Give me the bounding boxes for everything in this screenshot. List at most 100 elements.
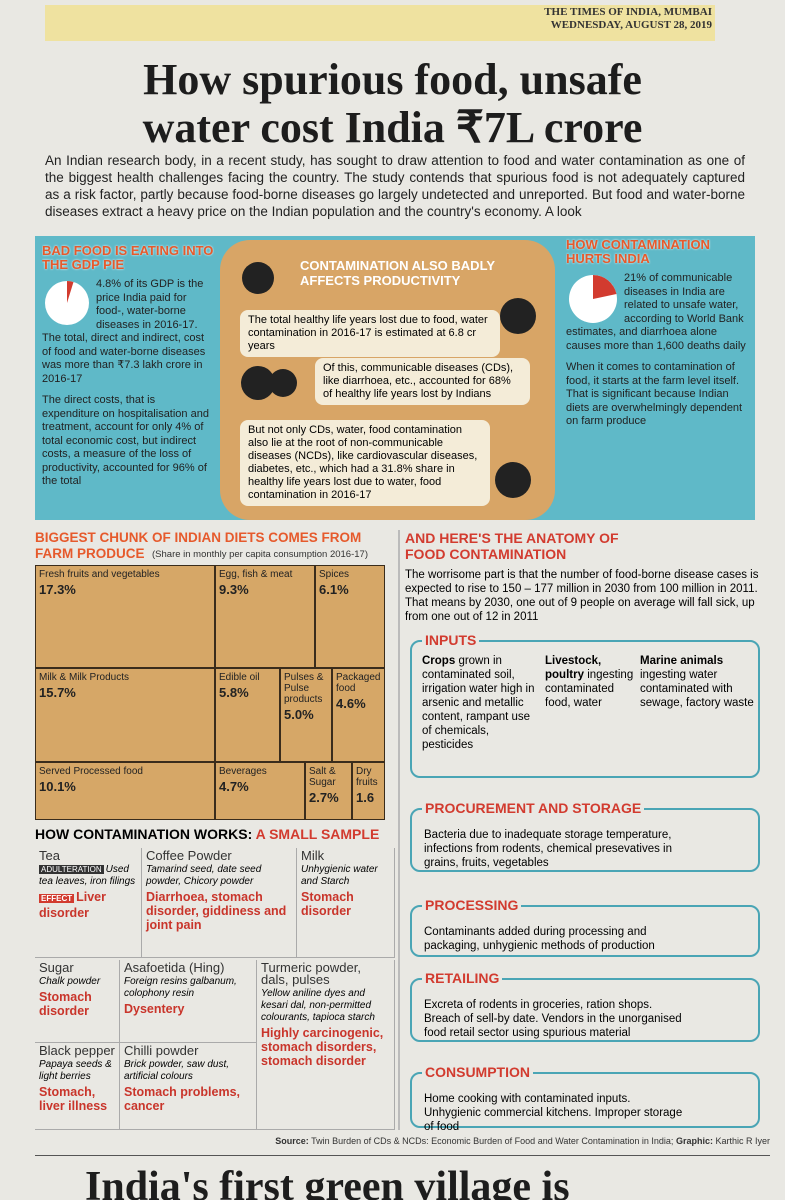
tag: ADULTERATION [39, 865, 104, 874]
cell-value: 4.7% [219, 779, 249, 794]
cell-label: Served Processed food [39, 766, 143, 777]
title-line: How spurious food, unsafe [143, 55, 642, 104]
input-title: Crops [422, 655, 456, 667]
paragraph: 21% of communicable diseases in India ar… [566, 272, 746, 352]
productivity-item: Of this, communicable diseases (CDs), li… [315, 358, 530, 405]
stage-box: RETAILING Excreta of rodents in groceries… [410, 971, 760, 1042]
cell-label: Salt & Sugar [309, 766, 336, 788]
effect-line: Diarrhoea, stomach disorder, giddiness a… [146, 890, 292, 932]
stage-heading: PROCESSING [422, 898, 522, 912]
cell-value: 10.1% [39, 779, 76, 794]
cell-label: Pulses & Pulse products [284, 672, 324, 705]
source-label: Source: [275, 1136, 309, 1146]
effect-line: Stomach, liver illness [39, 1085, 115, 1113]
adulterant-line: Brick powder, saw dust, artificial colou… [124, 1059, 252, 1083]
stage-heading: INPUTS [422, 633, 480, 647]
productivity-item: The total healthy life years lost due to… [240, 310, 500, 357]
rule [35, 1155, 770, 1156]
pie-icon [45, 281, 89, 325]
subheading: A SMALL SAMPLE [255, 826, 380, 842]
adulterant-line: Yellow aniline dyes and kesari dal, non-… [261, 988, 390, 1024]
sample: Sugar Chalk powder Stomach disorder [35, 960, 120, 1043]
diet-heading: BIGGEST CHUNK OF INDIAN DIETS COMES FROM… [35, 530, 362, 561]
cell-value: 5.8% [219, 685, 249, 700]
cell-value: 2.7% [309, 790, 339, 805]
paragraph: 4.8% of its GDP is the price India paid … [42, 278, 206, 385]
input-item: Crops grown in contaminated soil, irriga… [422, 654, 542, 752]
adulterant-line: Tamarind seed, date seed powder, Chicory… [146, 864, 292, 888]
food-name: Black pepper [39, 1043, 115, 1058]
cell-value: 1.6 [356, 790, 375, 805]
germ-icons [241, 262, 536, 498]
cell-value: 4.6% [336, 696, 366, 711]
adulterant-line: ADULTERATION Used tea leaves, iron filing… [39, 864, 137, 888]
adulterant: Tamarind seed, date seed powder, Chicory… [146, 864, 262, 887]
stage-text: Bacteria due to inadequate storage tempe… [424, 829, 672, 869]
sample: Coffee Powder Tamarind seed, date seed po… [142, 848, 297, 958]
paragraph: The direct costs, that is expenditure on… [42, 394, 209, 487]
effect-line: Stomach disorder [39, 990, 115, 1018]
cell-label: Beverages [219, 766, 267, 777]
effect-line: Stomach problems, cancer [124, 1085, 252, 1113]
cell-label: Packaged food [336, 672, 381, 694]
adulterant: Yellow aniline dyes and kesari dal, non-… [261, 988, 375, 1023]
anatomy-heading: AND HERE'S THE ANATOMY OF FOOD CONTAMINA… [405, 530, 619, 562]
food-name: Turmeric powder, dals, pulses [261, 960, 361, 987]
stage-heading: PROCUREMENT AND STORAGE [422, 801, 645, 815]
stage-box: PROCUREMENT AND STORAGE Bacteria due to i… [410, 801, 760, 872]
cell-label: Dry fruits [356, 766, 378, 788]
cell-value: 17.3% [39, 582, 76, 597]
input-item: Livestock, poultry ingesting contaminate… [545, 654, 637, 710]
food-name: Milk [301, 848, 325, 863]
stage-text: Home cooking with contaminated inputs. U… [424, 1093, 683, 1133]
treemap-cell: Milk & Milk Products 15.7% [35, 668, 215, 762]
heading: BAD FOOD IS EATING INTO THE GDP PIE [42, 244, 214, 272]
stage-text: Excreta of rodents in groceries, ration … [424, 999, 682, 1039]
treemap-cell: Pulses & Pulse products 5.0% [280, 668, 332, 762]
treemap-cell: Edible oil 5.8% [215, 668, 280, 762]
adulterant-line: Unhygienic water and Starch [301, 864, 390, 888]
heading: HOW CONTAMINATION WORKS: [35, 826, 253, 842]
cell-value: 15.7% [39, 685, 76, 700]
adulterant: Brick powder, saw dust, artificial colou… [124, 1059, 230, 1082]
treemap-cell: Served Processed food 10.1% [35, 762, 215, 820]
source-text: Twin Burden of CDs & NCDs: Economic Burd… [311, 1136, 674, 1146]
graphic-label: Graphic: [675, 1136, 713, 1146]
cell-label: Egg, fish & meat [219, 569, 293, 580]
food-name: Coffee Powder [146, 848, 232, 863]
cell-label: Spices [319, 569, 350, 580]
input-title: Livestock, poultry [545, 655, 602, 681]
adulterant: Foreign resins galbanum, colophony resin [124, 976, 237, 999]
cell-value: 5.0% [284, 707, 314, 722]
gdp-column: BAD FOOD IS EATING INTO THE GDP PIE 4.8%… [42, 244, 214, 516]
effect-line: Dysentery [124, 1002, 252, 1016]
effect: Stomach problems, cancer [124, 1085, 240, 1113]
treemap-cell: Dry fruits 1.6 [352, 762, 385, 820]
treemap-cell: Egg, fish & meat 9.3% [215, 565, 315, 668]
next-headline: India's first green village is [85, 1164, 570, 1200]
sample: Milk Unhygienic water and Starch Stomach d… [297, 848, 395, 958]
pie-icon [569, 275, 617, 323]
treemap-cell: Packaged food 4.6% [332, 668, 385, 762]
treemap-cell: Beverages 4.7% [215, 762, 305, 820]
divider [398, 530, 400, 1130]
effect-line: Highly carcinogenic, stomach disorders, … [261, 1026, 390, 1068]
adulterant: Used tea leaves, iron filings [39, 864, 136, 887]
treemap-cell: Salt & Sugar 2.7% [305, 762, 352, 820]
adulterant-line: Chalk powder [39, 976, 115, 988]
sample: Black pepper Papaya seeds & light berries… [35, 1043, 120, 1130]
effect: Dysentery [124, 1002, 185, 1016]
works-heading: HOW CONTAMINATION WORKS: A SMALL SAMPLE [35, 826, 395, 842]
food-name: Chilli powder [124, 1043, 199, 1058]
effect: Stomach disorder [301, 890, 354, 918]
cell-label: Milk & Milk Products [39, 672, 130, 683]
effect: Diarrhoea, stomach disorder, giddiness a… [146, 890, 287, 932]
hurts-column: HOW CONTAMINATION HURTS INDIA 21% of com… [566, 238, 752, 516]
stage-text: Contaminants added during processing and… [424, 926, 655, 952]
sample: Chilli powder Brick powder, saw dust, art… [120, 1043, 257, 1130]
masthead: THE TIMES OF INDIA, MUMBAI WEDNESDAY, AU… [400, 6, 712, 32]
effect-line: EFFECT Liver disorder [39, 890, 137, 920]
food-name: Sugar [39, 960, 74, 975]
sample: Asafoetida (Hing) Foreign resins galbanum… [120, 960, 257, 1043]
